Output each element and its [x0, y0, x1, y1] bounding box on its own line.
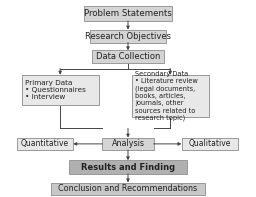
- FancyBboxPatch shape: [182, 138, 238, 150]
- Text: Research Objectives: Research Objectives: [85, 32, 171, 41]
- Text: Results and Finding: Results and Finding: [81, 163, 175, 172]
- Text: Secondary Data
• Literature review
(legal documents,
books, articles,
journals, : Secondary Data • Literature review (lega…: [135, 71, 198, 121]
- Text: Primary Data
• Questionnaires
• Interview: Primary Data • Questionnaires • Intervie…: [25, 80, 86, 100]
- FancyBboxPatch shape: [51, 183, 205, 195]
- Text: Qualitative: Qualitative: [189, 139, 231, 148]
- FancyBboxPatch shape: [17, 138, 73, 150]
- FancyBboxPatch shape: [92, 50, 164, 63]
- Text: Conclusion and Recommendations: Conclusion and Recommendations: [58, 184, 198, 193]
- FancyBboxPatch shape: [102, 138, 154, 150]
- Text: Problem Statements: Problem Statements: [84, 9, 172, 18]
- Text: Data Collection: Data Collection: [96, 52, 160, 61]
- FancyBboxPatch shape: [22, 75, 99, 105]
- Text: Analysis: Analysis: [112, 139, 144, 148]
- FancyBboxPatch shape: [132, 75, 209, 117]
- FancyBboxPatch shape: [69, 160, 187, 174]
- FancyBboxPatch shape: [84, 7, 172, 21]
- FancyBboxPatch shape: [90, 30, 166, 43]
- Text: Quantitative: Quantitative: [21, 139, 69, 148]
